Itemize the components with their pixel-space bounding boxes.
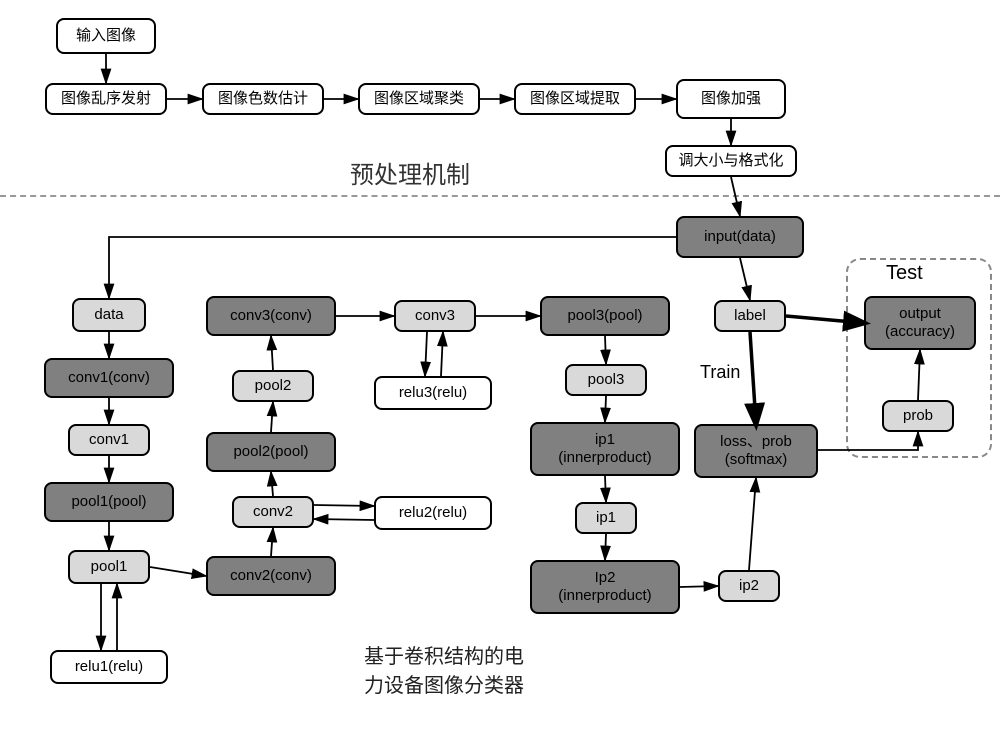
n_pool1p: pool1(pool) xyxy=(44,482,174,522)
n_conv3c: conv3(conv) xyxy=(206,296,336,336)
n_ip2: ip2 xyxy=(718,570,780,602)
n_label: label xyxy=(714,300,786,332)
n_relu2: relu2(relu) xyxy=(374,496,492,530)
section-label: 预处理机制 xyxy=(350,155,470,190)
n_conv2c: conv2(conv) xyxy=(206,556,336,596)
n_loss: loss、prob(softmax) xyxy=(694,424,818,478)
n_colorest: 图像色数估计 xyxy=(202,83,324,115)
n_relu3: relu3(relu) xyxy=(374,376,492,410)
n_conv1: conv1 xyxy=(68,424,150,456)
n_ip2ip: Ip2(innerproduct) xyxy=(530,560,680,614)
n_extract: 图像区域提取 xyxy=(514,83,636,115)
n_pool2p: pool2(pool) xyxy=(206,432,336,472)
caption-line2: 力设备图像分类器 xyxy=(364,675,524,697)
n_data: data xyxy=(72,298,146,332)
n_ip1ip: ip1(innerproduct) xyxy=(530,422,680,476)
caption-line1: 基于卷积结构的电 xyxy=(364,646,524,668)
n_relu1: relu1(relu) xyxy=(50,650,168,684)
n_ip1: ip1 xyxy=(575,502,637,534)
train-label: Train xyxy=(700,362,740,383)
n_pool2: pool2 xyxy=(232,370,314,402)
caption: 基于卷积结构的电 力设备图像分类器 xyxy=(334,640,554,698)
n_conv1c: conv1(conv) xyxy=(44,358,174,398)
n_inputdata: input(data) xyxy=(676,216,804,258)
test-label: Test xyxy=(886,262,923,285)
n_pool3p: pool3(pool) xyxy=(540,296,670,336)
n_input_image: 输入图像 xyxy=(56,18,156,54)
n_prob: prob xyxy=(882,400,954,432)
section-divider xyxy=(0,195,1000,197)
n_conv2: conv2 xyxy=(232,496,314,528)
n_enhance: 图像加强 xyxy=(676,79,786,119)
n_conv3: conv3 xyxy=(394,300,476,332)
n_pool1: pool1 xyxy=(68,550,150,584)
n_resize: 调大小与格式化 xyxy=(665,145,797,177)
n_shuffle: 图像乱序发射 xyxy=(45,83,167,115)
n_output: output(accuracy) xyxy=(864,296,976,350)
n_pool3: pool3 xyxy=(565,364,647,396)
n_cluster: 图像区域聚类 xyxy=(358,83,480,115)
